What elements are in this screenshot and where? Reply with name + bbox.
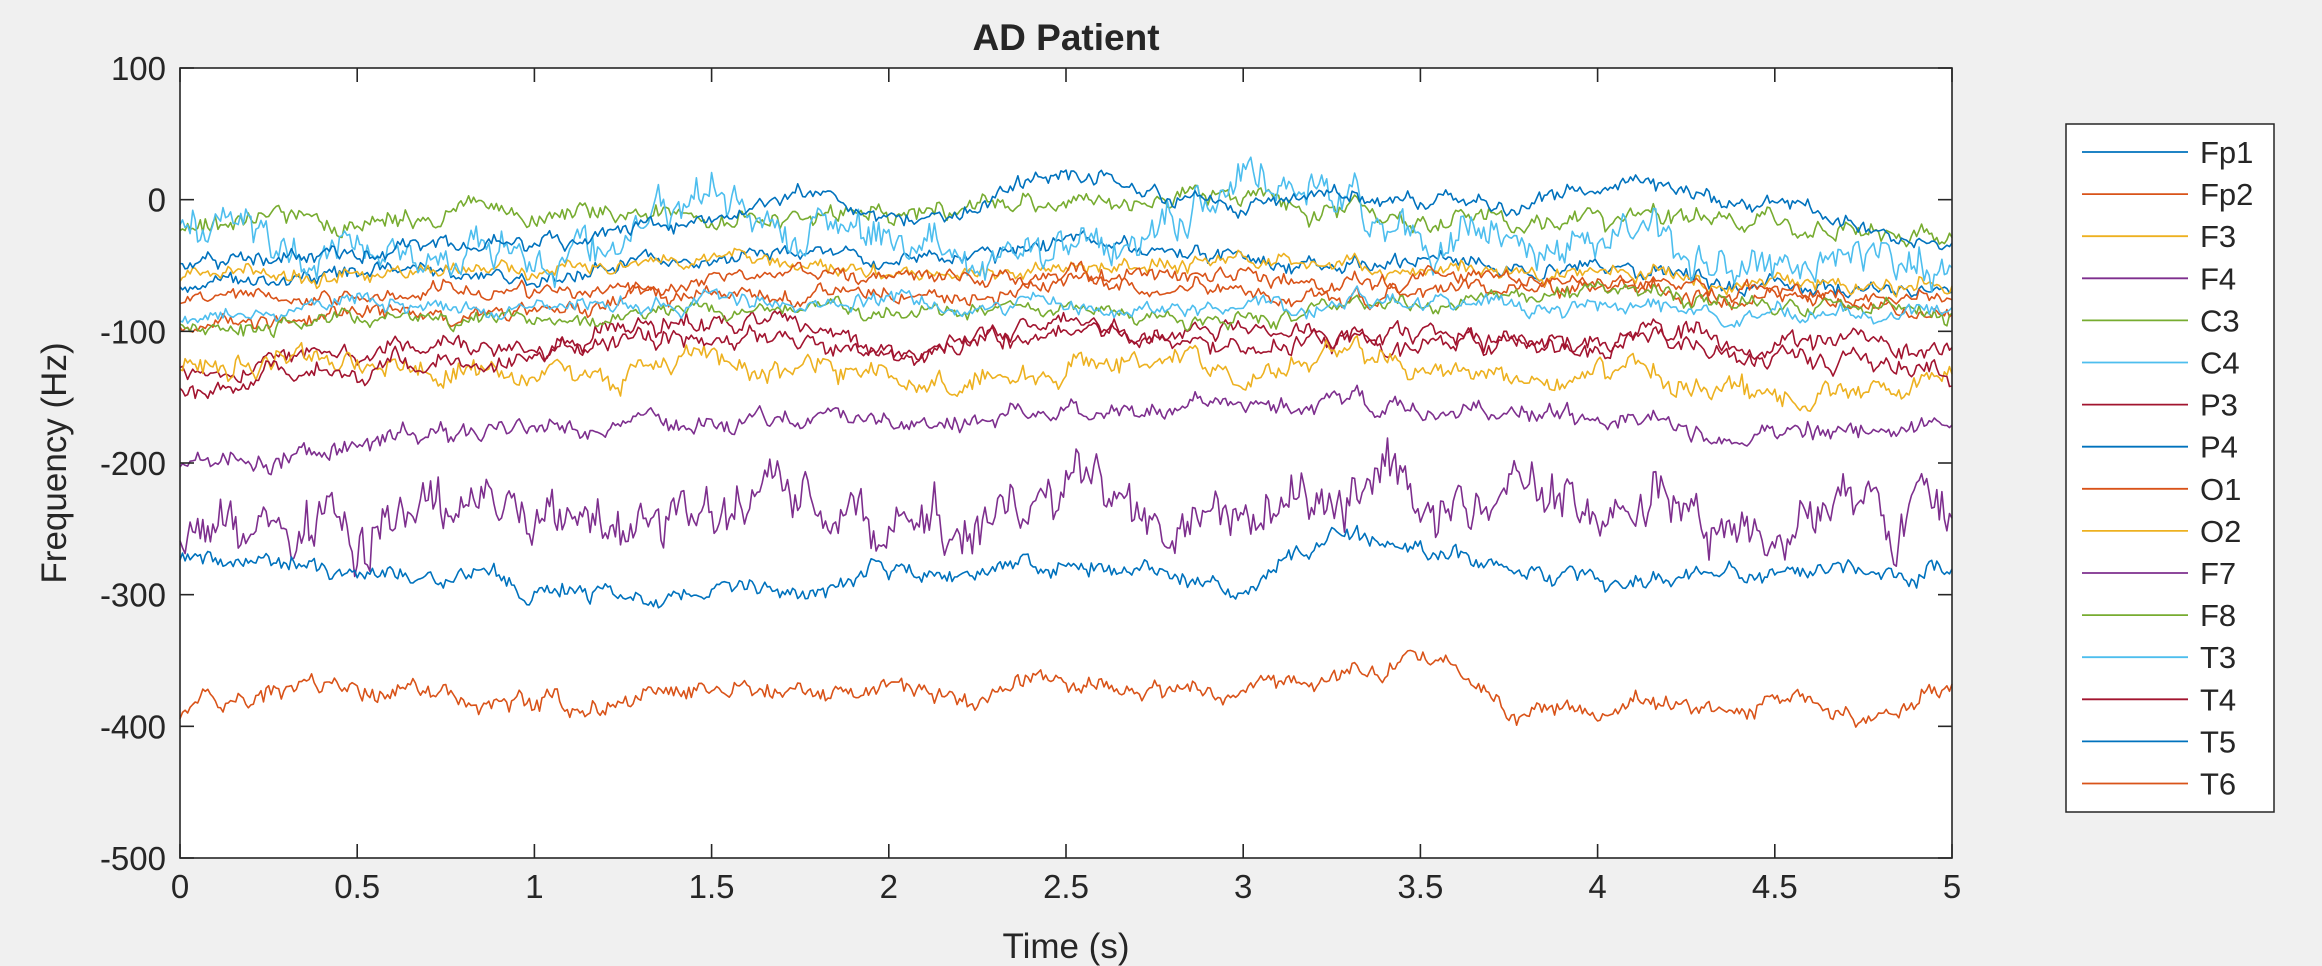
x-tick-label: 0 — [171, 868, 189, 905]
legend-label-p4: P4 — [2200, 430, 2238, 465]
legend: Fp1 Fp2 F3 F4 C3 C4 P3 P4 O1 O2 F7 F8 T3 T4 T5 T6 — [2065, 123, 2275, 813]
legend-label-f8: F8 — [2200, 598, 2236, 633]
series-line-c4 — [179, 156, 1953, 293]
series-line-t6 — [179, 649, 1953, 728]
series-line-f4 — [179, 384, 1953, 476]
x-tick-label: 1 — [525, 868, 543, 905]
series-line-fp1 — [179, 229, 1953, 299]
legend-label-f7: F7 — [2200, 556, 2236, 591]
series-line-o1 — [179, 260, 1953, 308]
series-line-o2 — [179, 334, 1953, 413]
series-line-p3 — [179, 310, 1953, 384]
series-line-p4 — [179, 169, 1953, 270]
y-tick-label: -400 — [100, 708, 166, 745]
x-tick-label: 4.5 — [1752, 868, 1798, 905]
x-tick-label: 2 — [880, 868, 898, 905]
series-line-f3 — [179, 247, 1953, 298]
series-line-fp2 — [179, 271, 1953, 333]
y-tick-label: -300 — [100, 577, 166, 614]
x-tick-label: 2.5 — [1043, 868, 1089, 905]
y-tick-label: -500 — [100, 840, 166, 877]
series-line-t5 — [179, 524, 1953, 609]
x-tick-label: 0.5 — [334, 868, 380, 905]
y-tick-label: 100 — [111, 50, 166, 87]
x-tick-label: 5 — [1943, 868, 1961, 905]
y-tick-label: -200 — [100, 445, 166, 482]
legend-label-p3: P3 — [2200, 388, 2238, 423]
series-layer — [179, 156, 1953, 728]
x-tick-label: 1.5 — [689, 868, 735, 905]
x-tick-label: 4 — [1588, 868, 1606, 905]
series-line-t3 — [179, 285, 1953, 328]
legend-box — [2065, 123, 2275, 813]
legend-label-t6: T6 — [2200, 767, 2236, 802]
legend-label-fp2: Fp2 — [2200, 177, 2253, 212]
axes-layer: 0 0.5 1 1.5 2 2.5 3 3.5 4 4.5 5 100 0 -100 -200 -300 -40… — [100, 50, 1961, 905]
series-line-f7 — [179, 437, 1953, 578]
y-tick-label: 0 — [148, 182, 166, 219]
legend-label-f3: F3 — [2200, 219, 2236, 254]
x-tick-label: 3 — [1234, 868, 1252, 905]
legend-label-fp1: Fp1 — [2200, 135, 2253, 170]
legend-label-c3: C3 — [2200, 303, 2240, 338]
x-tick-label: 3.5 — [1397, 868, 1443, 905]
series-line-t4 — [179, 318, 1953, 400]
legend-label-c4: C4 — [2200, 346, 2240, 381]
legend-label-t5: T5 — [2200, 724, 2236, 759]
legend-label-t4: T4 — [2200, 682, 2236, 717]
x-axis-label: Time (s) — [1002, 927, 1129, 966]
series-line-f8 — [179, 280, 1953, 339]
legend-label-t3: T3 — [2200, 640, 2236, 675]
y-axis-label: Frequency (Hz) — [35, 342, 74, 583]
y-tick-label: -100 — [100, 313, 166, 350]
legend-label-o1: O1 — [2200, 472, 2241, 507]
legend-label-f4: F4 — [2200, 261, 2236, 296]
legend-label-o2: O2 — [2200, 514, 2241, 549]
chart-title: AD Patient — [972, 17, 1159, 58]
